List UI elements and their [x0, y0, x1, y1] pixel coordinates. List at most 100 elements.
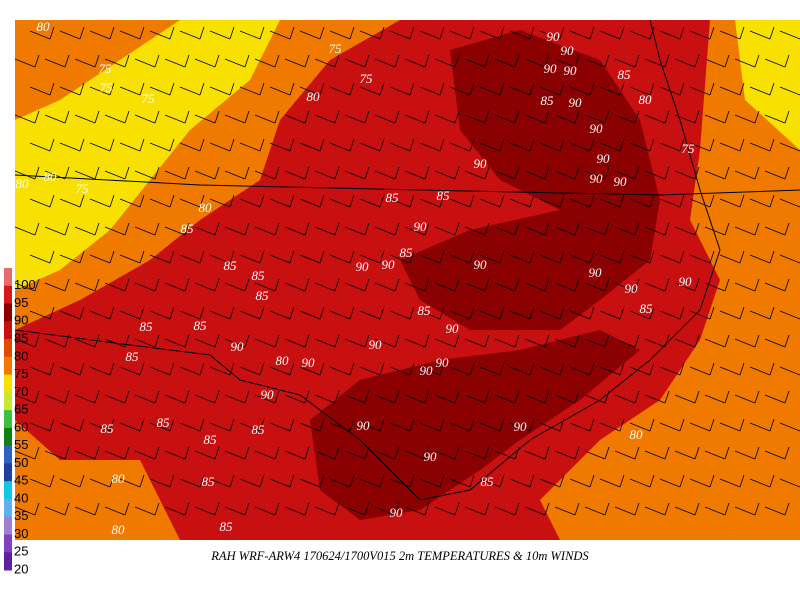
wind-barb [359, 474, 385, 488]
wind-barb [329, 306, 355, 320]
wind-barb [329, 250, 355, 264]
wind-barb [479, 82, 505, 96]
wind-barb [89, 82, 115, 96]
wind-barb [464, 390, 490, 404]
wind-barb [779, 198, 800, 208]
contour-label: 90 [561, 43, 575, 58]
wind-barb [599, 250, 625, 264]
wind-barb [449, 194, 475, 208]
contour-label: 90 [569, 95, 583, 110]
wind-barb [584, 502, 610, 516]
legend-label: 90 [14, 313, 28, 328]
wind-barb [14, 54, 40, 68]
wind-barb [404, 278, 430, 292]
wind-barb [674, 390, 700, 404]
wind-barb [194, 110, 220, 124]
wind-barb [569, 418, 595, 432]
wind-barb [359, 418, 385, 432]
wind-barb [119, 82, 145, 96]
wind-barb [254, 334, 280, 348]
map-field [14, 19, 800, 540]
wind-barb [704, 390, 730, 404]
legend-label: 55 [14, 437, 28, 452]
wind-barb [179, 138, 205, 152]
wind-barb [554, 278, 580, 292]
legend-swatch [4, 392, 12, 411]
wind-barb [164, 166, 190, 180]
wind-barb [74, 502, 100, 516]
wind-barb [239, 474, 265, 488]
wind-barb [644, 502, 670, 516]
contour-label: 90 [514, 419, 528, 434]
wind-barb [344, 54, 370, 68]
wind-barb [164, 334, 190, 348]
wind-barb [434, 278, 460, 292]
wind-barb [644, 110, 670, 124]
wind-barb [359, 82, 385, 96]
wind-barb [299, 362, 325, 376]
wind-barb [479, 138, 505, 152]
wind-barb [314, 446, 340, 460]
wind-barb [239, 250, 265, 264]
contour-label: 90 [356, 259, 370, 274]
contour-label: 75 [76, 181, 90, 196]
wind-barb [764, 502, 790, 516]
contour-label: 90 [414, 219, 428, 234]
wind-barb [59, 306, 85, 320]
wind-barb [374, 334, 400, 348]
wind-barb [14, 222, 40, 236]
wind-barb [419, 418, 445, 432]
wind-barb [689, 194, 715, 208]
wind-barb [569, 362, 595, 376]
wind-barb [704, 166, 730, 180]
wind-barb [734, 278, 760, 292]
wind-barb [719, 362, 745, 376]
wind-barb [584, 278, 610, 292]
contour-label: 90 [231, 339, 245, 354]
wind-barb [749, 306, 775, 320]
wind-barb [164, 446, 190, 460]
wind-barb [239, 26, 265, 40]
legend-label: 30 [14, 526, 28, 541]
legend-swatch [4, 268, 12, 287]
wind-barb [599, 194, 625, 208]
wind-barb [449, 138, 475, 152]
legend-label: 80 [14, 348, 28, 363]
contour-label: 80 [16, 176, 30, 191]
contour-label: 90 [436, 355, 450, 370]
contour-label: 90 [547, 29, 561, 44]
wind-barb [464, 222, 490, 236]
wind-barb [44, 110, 70, 124]
contour-label: 85 [256, 288, 270, 303]
wind-barb [314, 166, 340, 180]
wind-barb [134, 222, 160, 236]
contour-label: 90 [597, 151, 611, 166]
wind-barb [359, 250, 385, 264]
wind-barb [419, 138, 445, 152]
wind-barb [719, 138, 745, 152]
wind-barb [29, 82, 55, 96]
wind-barb [104, 334, 130, 348]
contour-label: 80 [37, 19, 51, 34]
wind-barb [164, 110, 190, 124]
wind-barb [479, 194, 505, 208]
wind-barb [584, 222, 610, 236]
wind-barb [464, 502, 490, 516]
wind-barb [614, 54, 640, 68]
wind-barb [89, 362, 115, 376]
wind-barb [104, 390, 130, 404]
wind-barb [149, 306, 175, 320]
contour-label: 85 [224, 258, 238, 273]
wind-barb [614, 222, 640, 236]
contour-label: 85 [101, 421, 115, 436]
wind-barb [284, 110, 310, 124]
wind-barb [644, 390, 670, 404]
wind-barb [584, 166, 610, 180]
contour-label: 90 [614, 174, 628, 189]
wind-barb [539, 194, 565, 208]
wind-barb [539, 250, 565, 264]
wind-barb [779, 310, 800, 320]
wind-barb [269, 418, 295, 432]
legend-label: 35 [14, 508, 28, 523]
wind-barb [674, 54, 700, 68]
